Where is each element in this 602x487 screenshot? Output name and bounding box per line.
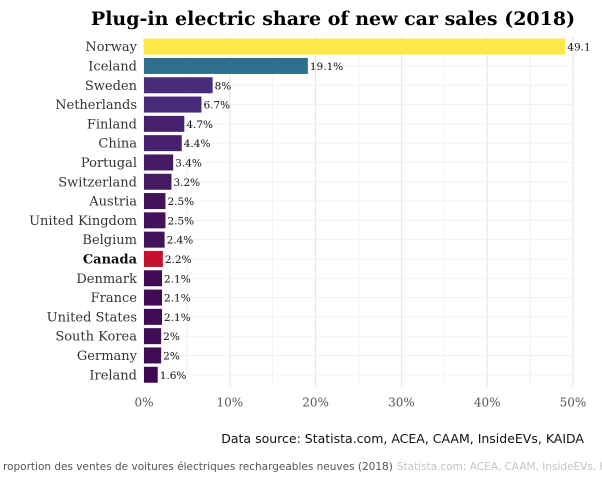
category-label: Portugal [81, 156, 137, 171]
value-label: 2.1% [164, 312, 191, 324]
category-label: Canada [83, 252, 138, 267]
category-label: United Kingdom [29, 214, 137, 229]
bar [144, 57, 308, 74]
caption-source: Statista.com; ACEA, CAAM, InsideEVs, KAI… [397, 461, 602, 473]
value-label: 2% [163, 350, 180, 362]
bar [144, 366, 158, 383]
value-label: 4.7% [186, 119, 213, 131]
category-label: South Korea [55, 330, 137, 345]
value-label: 2.5% [167, 196, 194, 208]
category-label: Ireland [89, 368, 137, 383]
category-label: Germany [77, 349, 138, 364]
category-label: Sweden [85, 79, 138, 94]
bar [144, 173, 172, 190]
category-label: Denmark [76, 272, 137, 287]
category-label: United States [47, 310, 137, 325]
value-label: 3.2% [173, 177, 200, 189]
category-label: Iceland [88, 59, 137, 74]
bar [144, 289, 163, 306]
chart-title: Plug-in electric share of new car sales … [91, 8, 575, 30]
bar [144, 96, 202, 113]
category-label: Austria [88, 195, 137, 210]
category-label: Finland [87, 117, 137, 132]
caption-text: roportion des ventes de voitures électri… [3, 461, 393, 473]
bar [144, 328, 162, 345]
bar [144, 115, 185, 132]
category-label: Switzerland [58, 175, 137, 190]
bar [144, 347, 162, 364]
value-label: 2% [163, 331, 180, 343]
bar [144, 154, 174, 171]
bar [144, 308, 163, 325]
x-tick-label: 40% [474, 395, 501, 409]
bar [144, 77, 213, 94]
bars [144, 38, 566, 383]
value-label: 2.1% [164, 273, 191, 285]
category-label: Belgium [82, 233, 137, 248]
x-axis-ticks: 0% 10% 20% 30% 40% 50% [134, 395, 586, 409]
value-label: 49.1 [567, 42, 590, 54]
x-tick-label: 30% [388, 395, 415, 409]
category-label: China [98, 137, 137, 152]
x-tick-label: 50% [560, 395, 587, 409]
bar [144, 135, 182, 152]
value-label: 19.1% [310, 61, 343, 73]
bar [144, 193, 166, 210]
caption: roportion des ventes de voitures électri… [3, 461, 602, 473]
value-label: 6.7% [203, 100, 230, 112]
value-label: 4.4% [184, 138, 211, 150]
value-label: 2.5% [167, 215, 194, 227]
category-label: Norway [85, 40, 137, 55]
value-label: 8% [215, 80, 232, 92]
value-label: 2.4% [167, 235, 194, 247]
bar [144, 38, 566, 55]
value-label: 2.2% [165, 254, 192, 266]
category-label: Netherlands [55, 98, 137, 113]
bar [144, 212, 166, 229]
data-source: Data source: Statista.com, ACEA, CAAM, I… [221, 431, 584, 446]
value-label: 3.4% [175, 157, 202, 169]
category-label: France [91, 291, 138, 306]
x-tick-label: 20% [302, 395, 329, 409]
bar [144, 250, 163, 267]
x-tick-label: 0% [134, 395, 153, 409]
bar [144, 231, 165, 248]
bar [144, 270, 163, 287]
value-label: 1.6% [160, 370, 187, 382]
x-tick-label: 10% [216, 395, 243, 409]
value-labels: 49.1 19.1% 8% 6.7% 4.7% 4.4% 3.4% 3.2% 2.5% 2.5% 2… [160, 42, 591, 382]
category-labels: Norway Iceland Sweden Netherlands Finland Chi… [29, 40, 138, 383]
value-label: 2.1% [164, 293, 191, 305]
